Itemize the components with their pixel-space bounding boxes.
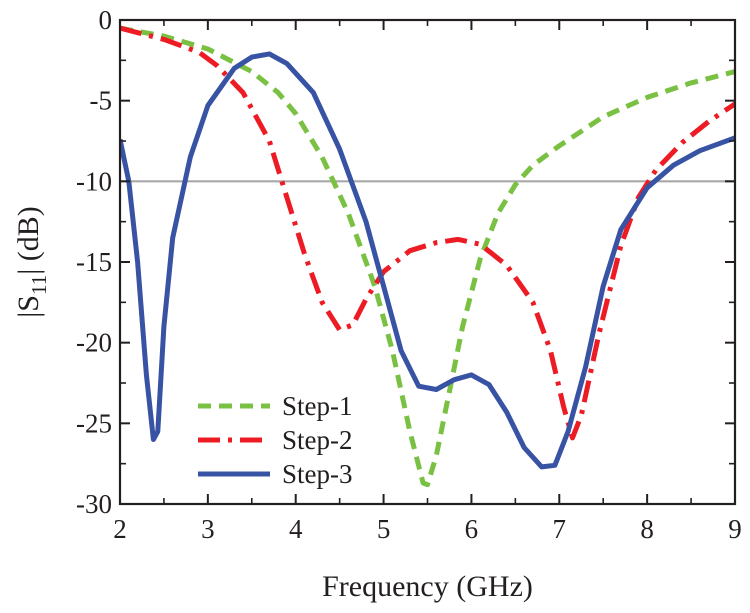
series-line-step-2 <box>120 25 735 441</box>
series-line-step-1 <box>120 25 735 488</box>
x-tick-label: 8 <box>640 514 654 544</box>
y-tick-label: -5 <box>90 86 113 116</box>
y-tick-label: -10 <box>76 166 112 196</box>
y-tick-label: -20 <box>76 328 112 358</box>
legend: Step-1 Step-2 Step-3 <box>198 391 353 489</box>
series-line-step-3 <box>120 51 735 470</box>
x-tick-label: 2 <box>113 514 127 544</box>
x-tick-label: 3 <box>201 514 215 544</box>
axes-layer: 2 3 4 5 6 7 8 9 0 -5 -10 -15 -20 -25 -30 Frequency (GHz… <box>12 5 742 603</box>
x-axis-title: Frequency (GHz) <box>322 570 533 603</box>
x-tick-label: 7 <box>553 514 567 544</box>
y-tick-label: -30 <box>76 489 112 519</box>
y-axis-title: |S11| (dB) <box>12 206 51 317</box>
x-tick-label: 4 <box>289 514 303 544</box>
series-layer <box>120 25 735 488</box>
legend-label-step-3: Step-3 <box>282 459 353 489</box>
y-axis-title-prefix: |S <box>12 295 45 318</box>
y-axis-title-subscript: 11 <box>27 275 51 295</box>
y-tick-label: -25 <box>76 408 112 438</box>
y-tick-label: 0 <box>99 5 113 35</box>
y-axis-title-suffix: | (dB) <box>12 206 45 275</box>
y-tick-label: -15 <box>76 247 112 277</box>
legend-label-step-1: Step-1 <box>282 391 353 421</box>
legend-label-step-2: Step-2 <box>282 425 353 455</box>
x-tick-label: 6 <box>465 514 479 544</box>
x-tick-label: 9 <box>728 514 742 544</box>
x-tick-label: 5 <box>377 514 391 544</box>
